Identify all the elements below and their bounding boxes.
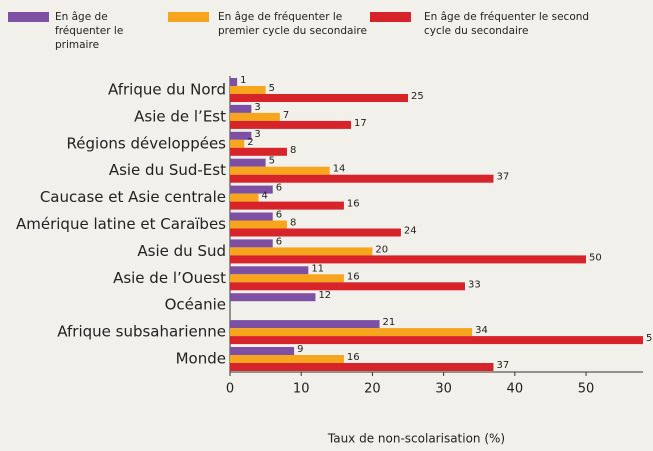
value-label: 50: [589, 252, 602, 263]
value-label: 12: [318, 290, 331, 301]
bar: [230, 212, 273, 221]
bar: [230, 158, 266, 167]
bar: [230, 363, 494, 371]
x-axis-title: Taux de non-scolarisation (%): [327, 432, 505, 446]
bar: [230, 293, 316, 302]
value-label: 5: [269, 156, 275, 167]
value-label: 25: [411, 91, 424, 102]
bar: [230, 239, 273, 248]
y-tick-label: Asie du Sud-Est: [109, 161, 226, 179]
y-tick-label: Régions développées: [67, 134, 227, 152]
y-tick-label: Afrique du Nord: [108, 81, 226, 99]
bar: [230, 347, 295, 355]
legend-label: En âge de fréquenter le second cycle du …: [424, 11, 590, 37]
bar: [230, 86, 266, 94]
y-tick-label: Asie du Sud: [137, 242, 226, 260]
legend-label: En âge de fréquenter le premier cycle du…: [218, 11, 367, 37]
value-label: 11: [311, 263, 324, 274]
value-label: 4: [261, 191, 267, 202]
value-label: 37: [496, 360, 509, 371]
x-tick-label: 10: [293, 382, 310, 397]
value-label: 2: [247, 137, 253, 148]
bar: [230, 328, 473, 337]
bar: [230, 112, 280, 121]
bar: [230, 201, 344, 210]
y-tick-label: Asie de l’Ouest: [113, 269, 226, 287]
legend-swatch: [8, 12, 49, 22]
bar: [230, 104, 252, 113]
bar: [230, 220, 287, 229]
value-label: 7: [283, 110, 289, 121]
bar: [230, 78, 238, 86]
value-label: 16: [347, 199, 360, 210]
bar: [230, 131, 252, 140]
x-tick-label: 40: [507, 382, 524, 397]
bar: [230, 320, 380, 329]
bar: [230, 336, 643, 345]
bar: [230, 120, 352, 129]
value-label: 5: [269, 83, 275, 94]
value-label: 16: [347, 271, 360, 282]
value-label: 16: [347, 352, 360, 363]
bar: [230, 139, 245, 148]
value-label: 6: [276, 183, 282, 194]
value-label: 37: [496, 172, 509, 183]
bar: [230, 255, 587, 264]
bar: [230, 185, 273, 194]
value-label: 8: [290, 218, 296, 229]
bar: [230, 355, 344, 363]
value-label: 34: [475, 325, 488, 336]
x-tick-label: 20: [364, 382, 381, 397]
value-label: 17: [354, 118, 367, 129]
value-label: 33: [468, 279, 481, 290]
bar: [230, 282, 465, 291]
bar: [230, 247, 373, 256]
x-tick-label: 30: [435, 382, 452, 397]
y-tick-label: Amérique latine et Caraïbes: [16, 215, 226, 233]
y-tick-label: Asie de l’Est: [134, 107, 226, 125]
bar: [230, 166, 330, 175]
value-label: 14: [333, 164, 346, 175]
bar: [230, 147, 287, 156]
value-label: 8: [290, 145, 296, 156]
value-label: 6: [276, 210, 282, 221]
value-label: 24: [404, 226, 417, 237]
y-tick-label: Océanie: [165, 296, 226, 314]
value-label: 58: [646, 333, 653, 344]
bar: [230, 174, 494, 183]
legend-swatch: [168, 12, 209, 22]
x-tick-label: 50: [578, 382, 595, 397]
value-label: 21: [383, 317, 396, 328]
value-label: 20: [375, 244, 388, 255]
value-label: 6: [276, 236, 282, 247]
bar: [230, 266, 309, 275]
bar: [230, 274, 344, 283]
value-label: 3: [254, 129, 260, 140]
bar: [230, 193, 259, 202]
x-tick-label: 0: [226, 382, 234, 397]
value-label: 9: [297, 344, 303, 355]
y-tick-label: Afrique subsaharienne: [57, 323, 226, 341]
value-label: 3: [254, 102, 260, 113]
bar: [230, 228, 401, 237]
value-label: 1: [240, 75, 246, 86]
bar: [230, 94, 409, 102]
y-tick-label: Caucase et Asie centrale: [40, 188, 226, 206]
legend-swatch: [370, 12, 411, 22]
y-tick-label: Monde: [176, 350, 226, 368]
legend-label: En âge de fréquenter le primaire: [55, 11, 124, 51]
